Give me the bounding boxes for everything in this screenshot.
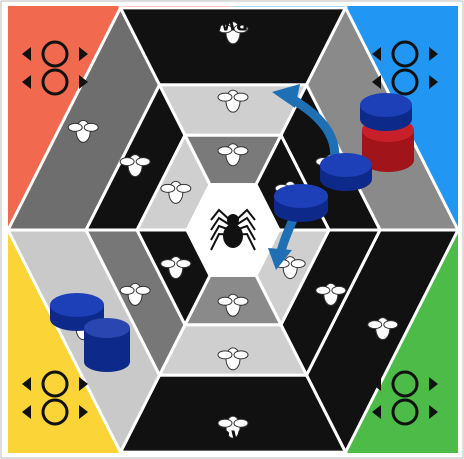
- insect-wing: [234, 297, 248, 305]
- insect-wing: [177, 260, 191, 268]
- insect-wing: [120, 286, 134, 294]
- top-label: COBWEB: [189, 13, 277, 33]
- insect-wing: [218, 147, 232, 155]
- blue-piece: [320, 153, 372, 191]
- insect-wing: [136, 286, 150, 294]
- insect-wing: [291, 260, 305, 268]
- game-board: COBWEB COBWEB: [0, 0, 464, 459]
- blue-piece: [84, 318, 130, 372]
- insect-wing: [368, 321, 382, 329]
- insect-wing: [68, 123, 82, 131]
- insect-wing: [218, 297, 232, 305]
- insect-wing: [218, 93, 232, 101]
- insect-wing: [234, 93, 248, 101]
- insect-wing: [120, 158, 134, 166]
- insect-wing: [234, 351, 248, 359]
- insect-wing: [177, 184, 191, 192]
- insect-wing: [84, 123, 98, 131]
- blue-piece: [360, 93, 412, 131]
- insect-wing: [332, 286, 346, 294]
- insect-wing: [136, 158, 150, 166]
- insect-wing: [161, 184, 175, 192]
- insect-wing: [218, 351, 232, 359]
- insect-wing: [218, 419, 232, 427]
- insect-wing: [161, 260, 175, 268]
- insect-wing: [234, 419, 248, 427]
- insect-wing: [384, 321, 398, 329]
- blue-piece: [274, 184, 328, 222]
- insect-wing: [234, 147, 248, 155]
- insect-wing: [316, 286, 330, 294]
- bottom-label: COBWEB: [189, 428, 277, 448]
